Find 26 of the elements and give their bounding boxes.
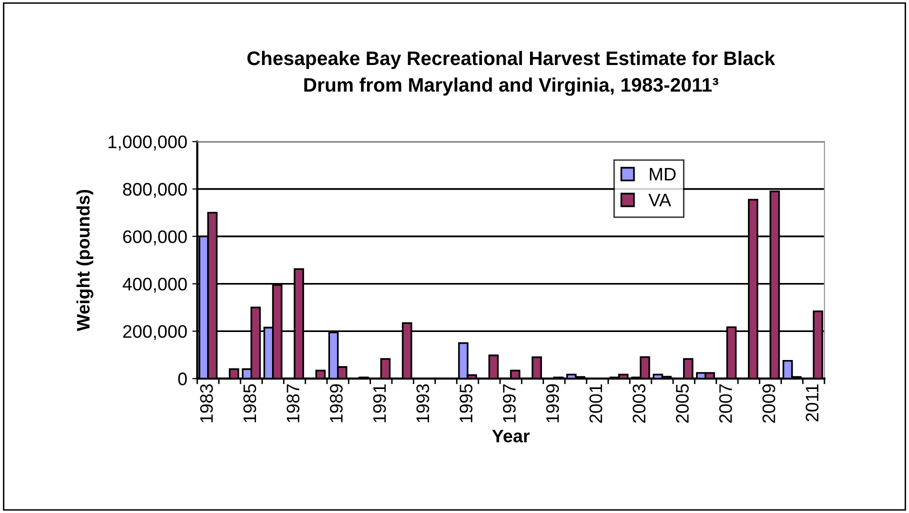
- x-tick-label: 1983: [200, 384, 213, 422]
- y-tick-label: 400,000: [122, 278, 187, 293]
- y-axis-title: Weight (pounds): [76, 190, 94, 332]
- y-tick-label: 1,000,000: [108, 136, 187, 150]
- x-tick-label: 2007: [719, 384, 732, 423]
- x-tick-label: 1995: [460, 384, 472, 422]
- x-tick-label: 2009: [762, 384, 776, 423]
- x-axis-title: Year: [492, 430, 530, 442]
- x-tick-label: 2011: [806, 384, 818, 422]
- x-tick-label: 1997: [502, 384, 516, 422]
- x-tick-label: 1989: [330, 384, 343, 422]
- x-tick-label: 2001: [589, 384, 602, 423]
- x-tick-label: 2003: [632, 384, 646, 423]
- x-tick-label: 1993: [416, 384, 430, 422]
- x-tick-label: 2005: [676, 384, 689, 423]
- x-tick-label: 1985: [243, 384, 256, 422]
- legend-label: VA: [648, 194, 672, 206]
- legend-label: MD: [650, 168, 676, 180]
- y-tick-label: 800,000: [123, 182, 187, 198]
- x-tick-label: 1987: [286, 384, 300, 422]
- x-tick-label: 1991: [373, 384, 386, 422]
- x-tick-label: 1999: [546, 384, 559, 422]
- y-tick-label: 600,000: [123, 230, 187, 246]
- chart-title: Chesapeake Bay Recreational Harvest Estimate for Black Drum from Maryland and Virginia, 1983-2011³: [247, 50, 776, 96]
- y-tick-label: 200,000: [123, 325, 187, 340]
- y-tick-label: 0: [178, 372, 187, 386]
